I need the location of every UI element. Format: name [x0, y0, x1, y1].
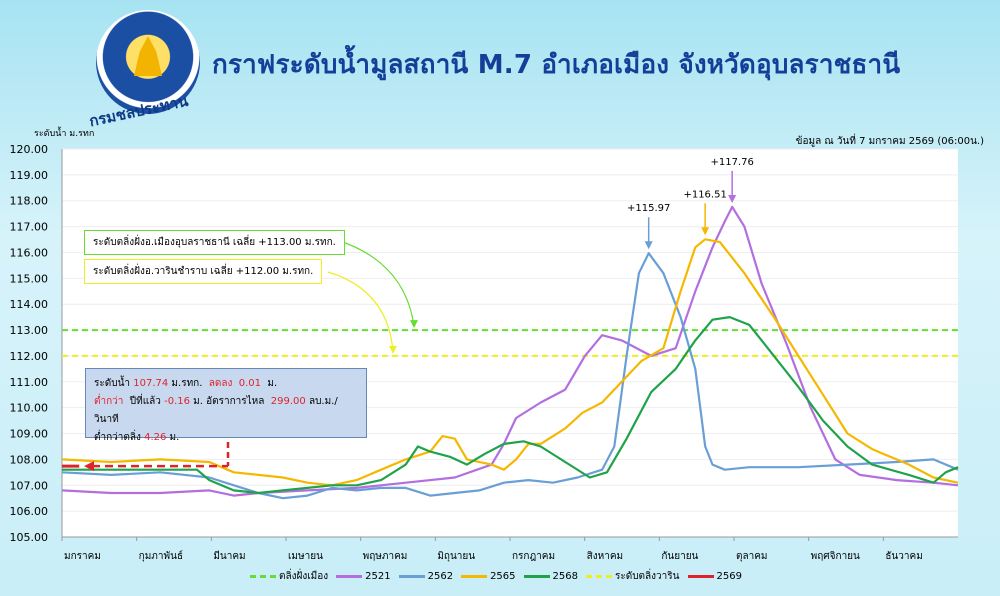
- infobox-line-2: ต่ำกว่า ปีที่แล้ว -0.16 ม. อัตราการไหล 2…: [94, 396, 338, 425]
- peak-label: +116.51: [683, 189, 726, 200]
- series-line-2562: [61, 252, 959, 500]
- legend-swatch: [461, 574, 488, 578]
- x-tick-label: ตุลาคม: [736, 551, 768, 562]
- y-tick-label: 114.00: [10, 298, 49, 311]
- legend-item: 2521: [336, 570, 391, 582]
- x-tick-label: สิงหาคม: [587, 551, 623, 562]
- peak-arrow-head: [728, 194, 737, 203]
- legend-swatch: [523, 574, 550, 578]
- x-tick-label: เมษายน: [288, 551, 323, 562]
- legend-swatch: [398, 574, 425, 578]
- y-tick-label: 120.00: [10, 143, 49, 156]
- legend-item: 2569: [687, 570, 742, 582]
- y-tick-label: 118.00: [10, 195, 49, 208]
- y-tick-label: 117.00: [10, 221, 49, 234]
- x-tick-label: ธันวาคม: [885, 551, 922, 562]
- legend-label: ตลิ่งฝั่งเมือง: [279, 570, 329, 582]
- infobox-line-1: ระดับน้ำ 107.74 ม.รทก. ลดลง 0.01 ม.: [94, 378, 278, 389]
- legend-label: 2569: [716, 570, 742, 582]
- legend-swatch: [687, 574, 714, 578]
- y-tick-label: 119.00: [10, 169, 49, 182]
- legend-label: ระดับตลิ่งวาริน: [614, 570, 680, 582]
- y-tick-label: 115.00: [10, 272, 49, 285]
- legend-label: 2565: [490, 570, 516, 582]
- y-tick-label: 105.00: [10, 531, 49, 544]
- callout-connector: [336, 239, 415, 327]
- y-tick-label: 108.00: [10, 453, 49, 466]
- legend-label: 2562: [427, 570, 454, 582]
- y-tick-label: 116.00: [10, 246, 49, 259]
- x-tick-label: พฤษภาคม: [363, 551, 408, 562]
- infobox-line-3: ต่ำกว่าตลิ่ง 4.26 ม.: [94, 432, 180, 443]
- x-tick-label: มีนาคม: [213, 550, 245, 562]
- legend-label: 2521: [365, 570, 391, 582]
- peak-label: +117.76: [710, 157, 753, 168]
- peak-arrow-head: [701, 227, 710, 236]
- legend-swatch: [336, 574, 363, 578]
- legend-item: ระดับตลิ่งวาริน: [585, 569, 680, 584]
- current-level-arrow: [84, 461, 94, 472]
- legend-item: 2568: [523, 570, 578, 582]
- peak-label: +115.97: [627, 203, 670, 214]
- x-tick-label: กรกฎาคม: [512, 551, 555, 562]
- callout-arrow: [410, 320, 418, 329]
- series-line-2568: [62, 316, 959, 495]
- chart-title: กราฟระดับน้ำมูลสถานี M.7 อำเภอเมือง จังห…: [212, 50, 901, 80]
- x-tick-label: มิถุนายน: [437, 551, 475, 562]
- y-tick-label: 112.00: [10, 350, 49, 363]
- legend-item: 2562: [398, 570, 454, 582]
- legend: ตลิ่งฝั่งเมือง 2521 2562 2565 2568 ระดับตลิ่ง…: [250, 568, 742, 584]
- bank-mueang-callout: ระดับตลิ่งฝั่งอ.เมืองอุบลราชธานี เฉลี่ย …: [84, 230, 345, 255]
- y-tick-label: 113.00: [10, 324, 49, 337]
- y-tick-label: 107.00: [10, 479, 49, 492]
- x-tick-label: กันยายน: [661, 551, 698, 562]
- legend-swatch: [585, 574, 612, 578]
- x-tick-label: พฤศจิกายน: [811, 551, 860, 562]
- peak-arrow-head: [644, 241, 653, 250]
- callout-arrow: [389, 345, 397, 354]
- legend-label: 2568: [552, 570, 578, 582]
- legend-swatch: [250, 574, 276, 578]
- bank-warin-callout: ระดับตลิ่งฝั่งอ.วารินชำราบ เฉลี่ย +112.0…: [84, 259, 323, 284]
- y-tick-label: 110.00: [10, 402, 49, 415]
- callout-connector: [327, 271, 394, 352]
- current-level-infobox: ระดับน้ำ 107.74 ม.รทก. ลดลง 0.01 ม. ต่ำก…: [85, 368, 367, 443]
- plot-area: [62, 149, 958, 537]
- data-note: ข้อมูล ณ วันที่ 7 มกราคม 2569 (06:00น.): [795, 136, 984, 147]
- department-logo: [96, 10, 200, 114]
- y-axis-title: ระดับน้ำ ม.รทก: [34, 129, 95, 139]
- legend-item: 2565: [461, 570, 516, 582]
- y-tick-label: 106.00: [10, 505, 49, 518]
- legend-item: ตลิ่งฝั่งเมือง: [250, 569, 328, 584]
- y-tick-label: 109.00: [10, 428, 49, 441]
- y-tick-label: 111.00: [10, 376, 49, 389]
- x-tick-label: มกราคม: [64, 551, 101, 562]
- x-tick-label: กุมภาพันธ์: [139, 550, 183, 562]
